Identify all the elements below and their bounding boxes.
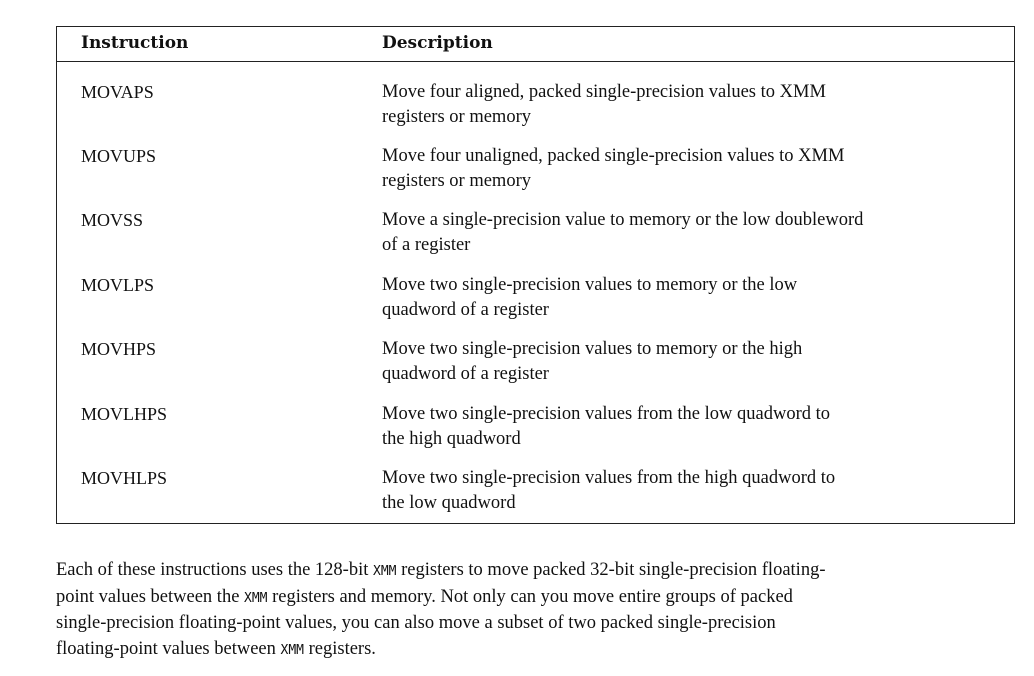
body-paragraph: Each of these instructions uses the 128-… bbox=[56, 558, 1016, 663]
description-line: Move a single-precision value to memory … bbox=[382, 210, 864, 230]
instruction-cell: MOVHLPS bbox=[81, 468, 168, 488]
table-row: MOVSS Move a single-precision value to m… bbox=[57, 208, 1014, 268]
description-line: Move two single-precision values to memo… bbox=[382, 275, 798, 295]
instruction-cell: MOVHPS bbox=[81, 339, 157, 359]
description-column-header: Description bbox=[382, 33, 493, 53]
code-xmm: XMM bbox=[280, 642, 304, 658]
table-row: MOVAPS Move four aligned, packed single-… bbox=[57, 80, 1014, 140]
instruction-cell: MOVLPS bbox=[81, 275, 155, 295]
paragraph-text: floating-point values between bbox=[56, 638, 281, 659]
description-line: quadword of a register bbox=[382, 300, 549, 320]
instruction-cell: MOVLHPS bbox=[81, 404, 168, 424]
description-line: quadword of a register bbox=[382, 364, 549, 384]
paragraph-text: registers. bbox=[304, 638, 376, 659]
paragraph-line: Each of these instructions uses the 128-… bbox=[56, 558, 1016, 585]
description-cell: Move two single-precision values to memo… bbox=[382, 273, 1002, 323]
paragraph-text: Each of these instructions uses the 128-… bbox=[56, 560, 374, 580]
description-line: Move two single-precision values from th… bbox=[382, 468, 836, 488]
description-line: registers or memory bbox=[382, 107, 531, 127]
description-cell: Move two single-precision values from th… bbox=[382, 466, 1002, 516]
table-row: MOVUPS Move four unaligned, packed singl… bbox=[57, 144, 1014, 204]
description-cell: Move two single-precision values from th… bbox=[382, 402, 1002, 452]
table-row: MOVLPS Move two single-precision values … bbox=[57, 273, 1014, 333]
table-row: MOVLHPS Move two single-precision values… bbox=[57, 402, 1014, 462]
description-line: Move two single-precision values to memo… bbox=[382, 339, 803, 359]
code-xmm: XMM bbox=[244, 590, 268, 606]
paragraph-line: single-precision floating-point values, … bbox=[56, 613, 776, 633]
description-line: registers or memory bbox=[382, 171, 531, 191]
description-line: the low quadword bbox=[382, 493, 516, 513]
description-cell: Move a single-precision value to memory … bbox=[382, 208, 1002, 258]
instruction-column-header: Instruction bbox=[81, 33, 189, 53]
instruction-cell: MOVSS bbox=[81, 210, 144, 230]
code-xmm: XMM bbox=[373, 564, 397, 579]
instruction-cell: MOVAPS bbox=[81, 82, 154, 102]
table-row: MOVHLPS Move two single-precision values… bbox=[57, 466, 1014, 526]
table-row: MOVHPS Move two single-precision values … bbox=[57, 337, 1014, 397]
table-header-row: Instruction Description bbox=[57, 27, 1014, 62]
paragraph-text: registers to move packed 32-bit single-p… bbox=[396, 560, 826, 580]
description-cell: Move two single-precision values to memo… bbox=[382, 337, 1002, 387]
instruction-table: Instruction Description MOVAPS Move four… bbox=[56, 26, 1015, 524]
paragraph-line: point values between the XMM registers a… bbox=[56, 585, 1016, 612]
description-cell: Move four aligned, packed single-precisi… bbox=[382, 80, 1002, 130]
description-line: Move two single-precision values from th… bbox=[382, 404, 831, 424]
instruction-cell: MOVUPS bbox=[81, 146, 157, 166]
description-line: Move four aligned, packed single-precisi… bbox=[382, 82, 826, 102]
description-line: of a register bbox=[382, 235, 471, 255]
paragraph-text: point values between the bbox=[56, 586, 245, 607]
paragraph-text: registers and memory. Not only can you m… bbox=[267, 586, 793, 607]
description-line: the high quadword bbox=[382, 429, 521, 449]
description-cell: Move four unaligned, packed single-preci… bbox=[382, 144, 1002, 194]
paragraph-line: floating-point values between XMM regist… bbox=[56, 637, 1016, 664]
description-line: Move four unaligned, packed single-preci… bbox=[382, 146, 845, 166]
